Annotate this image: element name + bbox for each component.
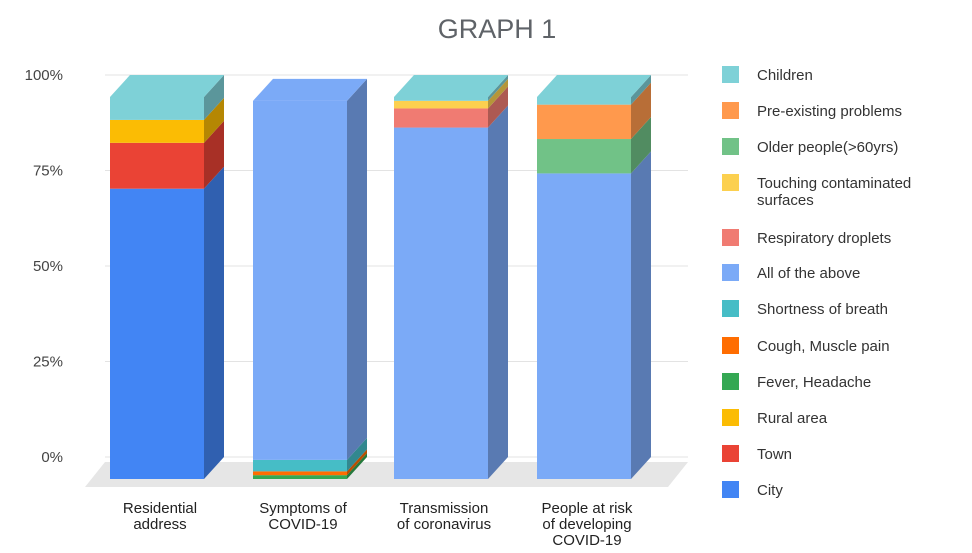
bar-segment-all-of-the-above bbox=[394, 127, 488, 479]
legend-item-respiratory-droplets: Respiratory droplets bbox=[722, 229, 891, 247]
y-tick-label: 50% bbox=[33, 258, 63, 275]
legend-label: Respiratory droplets bbox=[757, 230, 891, 247]
legend-item-touching-contaminated-surfaces: Touching contaminated surfaces bbox=[722, 174, 911, 209]
bar-side-children bbox=[631, 75, 651, 105]
bar-side-touching-contaminated-surfaces bbox=[488, 78, 508, 109]
legend-swatch bbox=[722, 373, 739, 390]
bar-side-children bbox=[488, 75, 508, 101]
legend-swatch bbox=[722, 409, 739, 426]
legend-swatch bbox=[722, 445, 739, 462]
bar-segment-town bbox=[110, 142, 204, 189]
legend-label: Cough, Muscle pain bbox=[757, 338, 890, 355]
legend-label: Children bbox=[757, 67, 813, 84]
legend-item-older-people-60yrs: Older people(>60yrs) bbox=[722, 138, 898, 156]
legend-item-all-of-the-above: All of the above bbox=[722, 264, 860, 282]
bar-stack-3 bbox=[537, 75, 651, 479]
bar-segment-respiratory-droplets bbox=[394, 108, 488, 128]
legend-label: Rural area bbox=[757, 410, 828, 427]
legend-swatch bbox=[722, 300, 739, 317]
bar-side-all-of-the-above bbox=[631, 151, 651, 479]
bar-segment-shortness-of-breath bbox=[253, 459, 347, 472]
y-tick-label: 25% bbox=[33, 354, 63, 371]
bar-segment-children bbox=[537, 97, 631, 105]
legend-swatch bbox=[722, 102, 739, 119]
y-tick-label: 0% bbox=[41, 449, 63, 466]
bar-side-all-of-the-above bbox=[488, 105, 508, 479]
bar-side-rural-area bbox=[204, 97, 224, 143]
legend-item-city: City bbox=[722, 481, 783, 499]
legend-label: City bbox=[757, 482, 783, 499]
bar-side-older-people-60yrs bbox=[631, 117, 651, 174]
bar-segment-city bbox=[110, 188, 204, 479]
bar-top-children bbox=[394, 75, 508, 97]
legend-item-fever-headache: Fever, Headache bbox=[722, 373, 871, 391]
bar-side-children bbox=[204, 75, 224, 120]
legend-swatch bbox=[722, 174, 739, 191]
legend-item-children: Children bbox=[722, 66, 813, 84]
bar-segment-all-of-the-above bbox=[537, 173, 631, 479]
bar-segment-rural-area bbox=[110, 119, 204, 143]
x-category-label: People at risk of developing COVID-19 bbox=[542, 500, 633, 549]
y-axis-ticks: 0% 25% 50% 75% 100% bbox=[25, 67, 63, 466]
legend-label: All of the above bbox=[757, 265, 860, 282]
legend-swatch bbox=[722, 138, 739, 155]
legend-item-town: Town bbox=[722, 445, 792, 463]
legend-label: Touching contaminated surfaces bbox=[757, 175, 911, 209]
bar-side-all-of-the-above bbox=[347, 78, 367, 460]
bar-segment-children bbox=[394, 97, 488, 101]
x-axis-labels: Residential address Symptoms of COVID-19 Tra… bbox=[123, 500, 633, 549]
bar-side-pre-existing-problems bbox=[631, 82, 651, 140]
chart-title: GRAPH 1 bbox=[438, 14, 557, 44]
legend-label: Older people(>60yrs) bbox=[757, 139, 898, 156]
bar-stack-0 bbox=[110, 75, 224, 479]
bar-segment-older-people-60yrs bbox=[537, 139, 631, 174]
x-category-label: Residential address bbox=[123, 500, 197, 533]
legend: Children Pre-existing problems Older peopl… bbox=[722, 66, 911, 499]
legend-item-pre-existing-problems: Pre-existing problems bbox=[722, 102, 902, 120]
legend-label: Fever, Headache bbox=[757, 374, 871, 391]
bar-stack-2 bbox=[394, 75, 508, 479]
legend-swatch bbox=[722, 481, 739, 498]
bar-segment-cough-muscle-pain bbox=[253, 471, 347, 476]
bar-side-respiratory-droplets bbox=[488, 86, 508, 128]
bar-side-city bbox=[204, 166, 224, 479]
legend-swatch bbox=[722, 264, 739, 281]
bar-segment-fever-headache bbox=[253, 475, 347, 479]
bar-top-children bbox=[537, 75, 651, 97]
legend-label: Shortness of breath bbox=[757, 301, 888, 318]
x-category-label: Symptoms of COVID-19 bbox=[259, 500, 347, 533]
bar-segment-touching-contaminated-surfaces bbox=[394, 100, 488, 109]
bars bbox=[110, 75, 651, 479]
bar-top-children bbox=[110, 75, 224, 97]
y-tick-label: 75% bbox=[33, 163, 63, 180]
bar-side-shortness-of-breath bbox=[347, 437, 367, 472]
legend-label: Town bbox=[757, 446, 792, 463]
bar-side-fever-headache bbox=[347, 453, 367, 479]
x-category-label: Transmission of coronavirus bbox=[397, 500, 491, 533]
bar-side-cough-muscle-pain bbox=[347, 449, 367, 476]
bar-top-all-of-the-above bbox=[253, 78, 367, 101]
bar-segment-children bbox=[110, 97, 204, 120]
legend-item-rural-area: Rural area bbox=[722, 409, 828, 427]
legend-swatch bbox=[722, 66, 739, 83]
bar-segment-all-of-the-above bbox=[253, 100, 347, 460]
legend-item-cough-muscle-pain: Cough, Muscle pain bbox=[722, 337, 890, 355]
bar-segment-pre-existing-problems bbox=[537, 104, 631, 140]
y-tick-label: 100% bbox=[25, 67, 63, 84]
bar-side-town bbox=[204, 120, 224, 189]
legend-item-shortness-of-breath: Shortness of breath bbox=[722, 300, 888, 318]
legend-swatch bbox=[722, 229, 739, 246]
bar-stack-1 bbox=[253, 78, 367, 479]
legend-swatch bbox=[722, 337, 739, 354]
legend-label: Pre-existing problems bbox=[757, 103, 902, 120]
